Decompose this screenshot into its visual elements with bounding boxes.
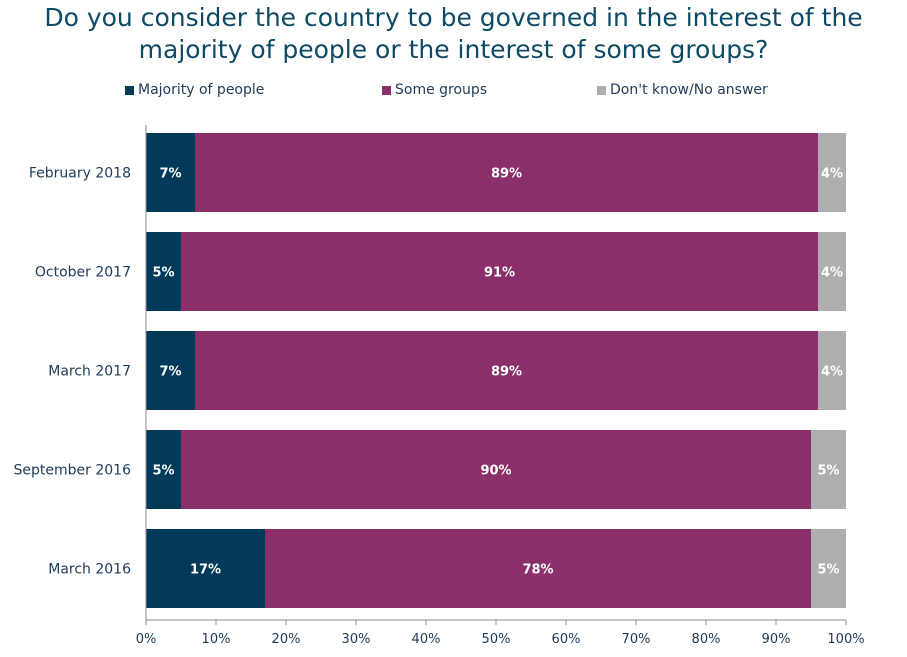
x-tick-label-2: 20% bbox=[272, 632, 301, 647]
data-label-0-4: 17% bbox=[190, 563, 221, 578]
bar-segment-1-1 bbox=[181, 232, 818, 311]
bar-segment-2-4 bbox=[811, 529, 846, 608]
x-tick-label-8: 80% bbox=[692, 632, 721, 647]
data-label-2-0: 4% bbox=[821, 167, 843, 182]
bar-segment-1-2 bbox=[195, 331, 818, 410]
data-label-2-3: 5% bbox=[817, 464, 839, 479]
legend-label-some-groups: Some groups bbox=[395, 82, 488, 98]
data-label-1-4: 78% bbox=[522, 563, 553, 578]
category-label-0: February 2018 bbox=[29, 166, 131, 182]
bar-segment-0-4 bbox=[146, 529, 265, 608]
x-tick-label-7: 70% bbox=[622, 632, 651, 647]
x-tick-label-10: 100% bbox=[827, 632, 864, 647]
bar-segment-1-3 bbox=[181, 430, 811, 509]
legend-item-majority: Majority of people bbox=[125, 81, 264, 99]
legend-item-dont-know: Don't know/No answer bbox=[597, 81, 768, 99]
bar-segment-0-0 bbox=[146, 133, 195, 212]
category-label-3: September 2016 bbox=[14, 463, 132, 479]
legend-label-majority: Majority of people bbox=[138, 82, 265, 98]
legend-swatch-some-groups bbox=[382, 85, 391, 95]
data-label-1-0: 89% bbox=[491, 167, 522, 182]
chart-title-line-2: majority of people or the interest of so… bbox=[138, 35, 769, 64]
data-label-0-3: 5% bbox=[152, 464, 174, 479]
x-tick-label-5: 50% bbox=[482, 632, 511, 647]
x-tick-label-6: 60% bbox=[552, 632, 581, 647]
legend-swatch-dont-know bbox=[597, 85, 606, 95]
data-label-1-2: 89% bbox=[491, 365, 522, 380]
bar-segment-2-1 bbox=[818, 232, 846, 311]
chart-title: Do you consider the country to be govern… bbox=[0, 2, 907, 66]
data-label-2-1: 4% bbox=[821, 266, 843, 281]
x-tick-label-0: 0% bbox=[136, 632, 157, 647]
data-label-1-3: 90% bbox=[480, 464, 511, 479]
data-label-2-2: 4% bbox=[821, 365, 843, 380]
bar-segment-0-3 bbox=[146, 430, 181, 509]
chart-title-line-1: Do you consider the country to be govern… bbox=[44, 3, 863, 32]
bar-segment-2-0 bbox=[818, 133, 846, 212]
legend-label-dont-know: Don't know/No answer bbox=[610, 82, 768, 98]
category-label-4: March 2016 bbox=[48, 562, 131, 578]
legend-swatch-majority bbox=[125, 85, 134, 95]
bar-segment-2-2 bbox=[818, 331, 846, 410]
data-label-0-2: 7% bbox=[159, 365, 181, 380]
data-label-0-1: 5% bbox=[152, 266, 174, 281]
x-tick-label-3: 30% bbox=[342, 632, 371, 647]
bar-segment-1-4 bbox=[265, 529, 811, 608]
legend-item-some-groups: Some groups bbox=[382, 81, 487, 99]
bar-segment-1-0 bbox=[195, 133, 818, 212]
bar-segment-0-1 bbox=[146, 232, 181, 311]
category-label-1: October 2017 bbox=[35, 265, 131, 281]
x-tick-label-1: 10% bbox=[202, 632, 231, 647]
bar-segment-0-2 bbox=[146, 331, 195, 410]
data-label-1-1: 91% bbox=[484, 266, 515, 281]
x-tick-label-9: 90% bbox=[762, 632, 791, 647]
data-label-2-4: 5% bbox=[817, 563, 839, 578]
x-tick-label-4: 40% bbox=[412, 632, 441, 647]
category-label-2: March 2017 bbox=[48, 364, 131, 380]
data-label-0-0: 7% bbox=[159, 167, 181, 182]
bar-segment-2-3 bbox=[811, 430, 846, 509]
